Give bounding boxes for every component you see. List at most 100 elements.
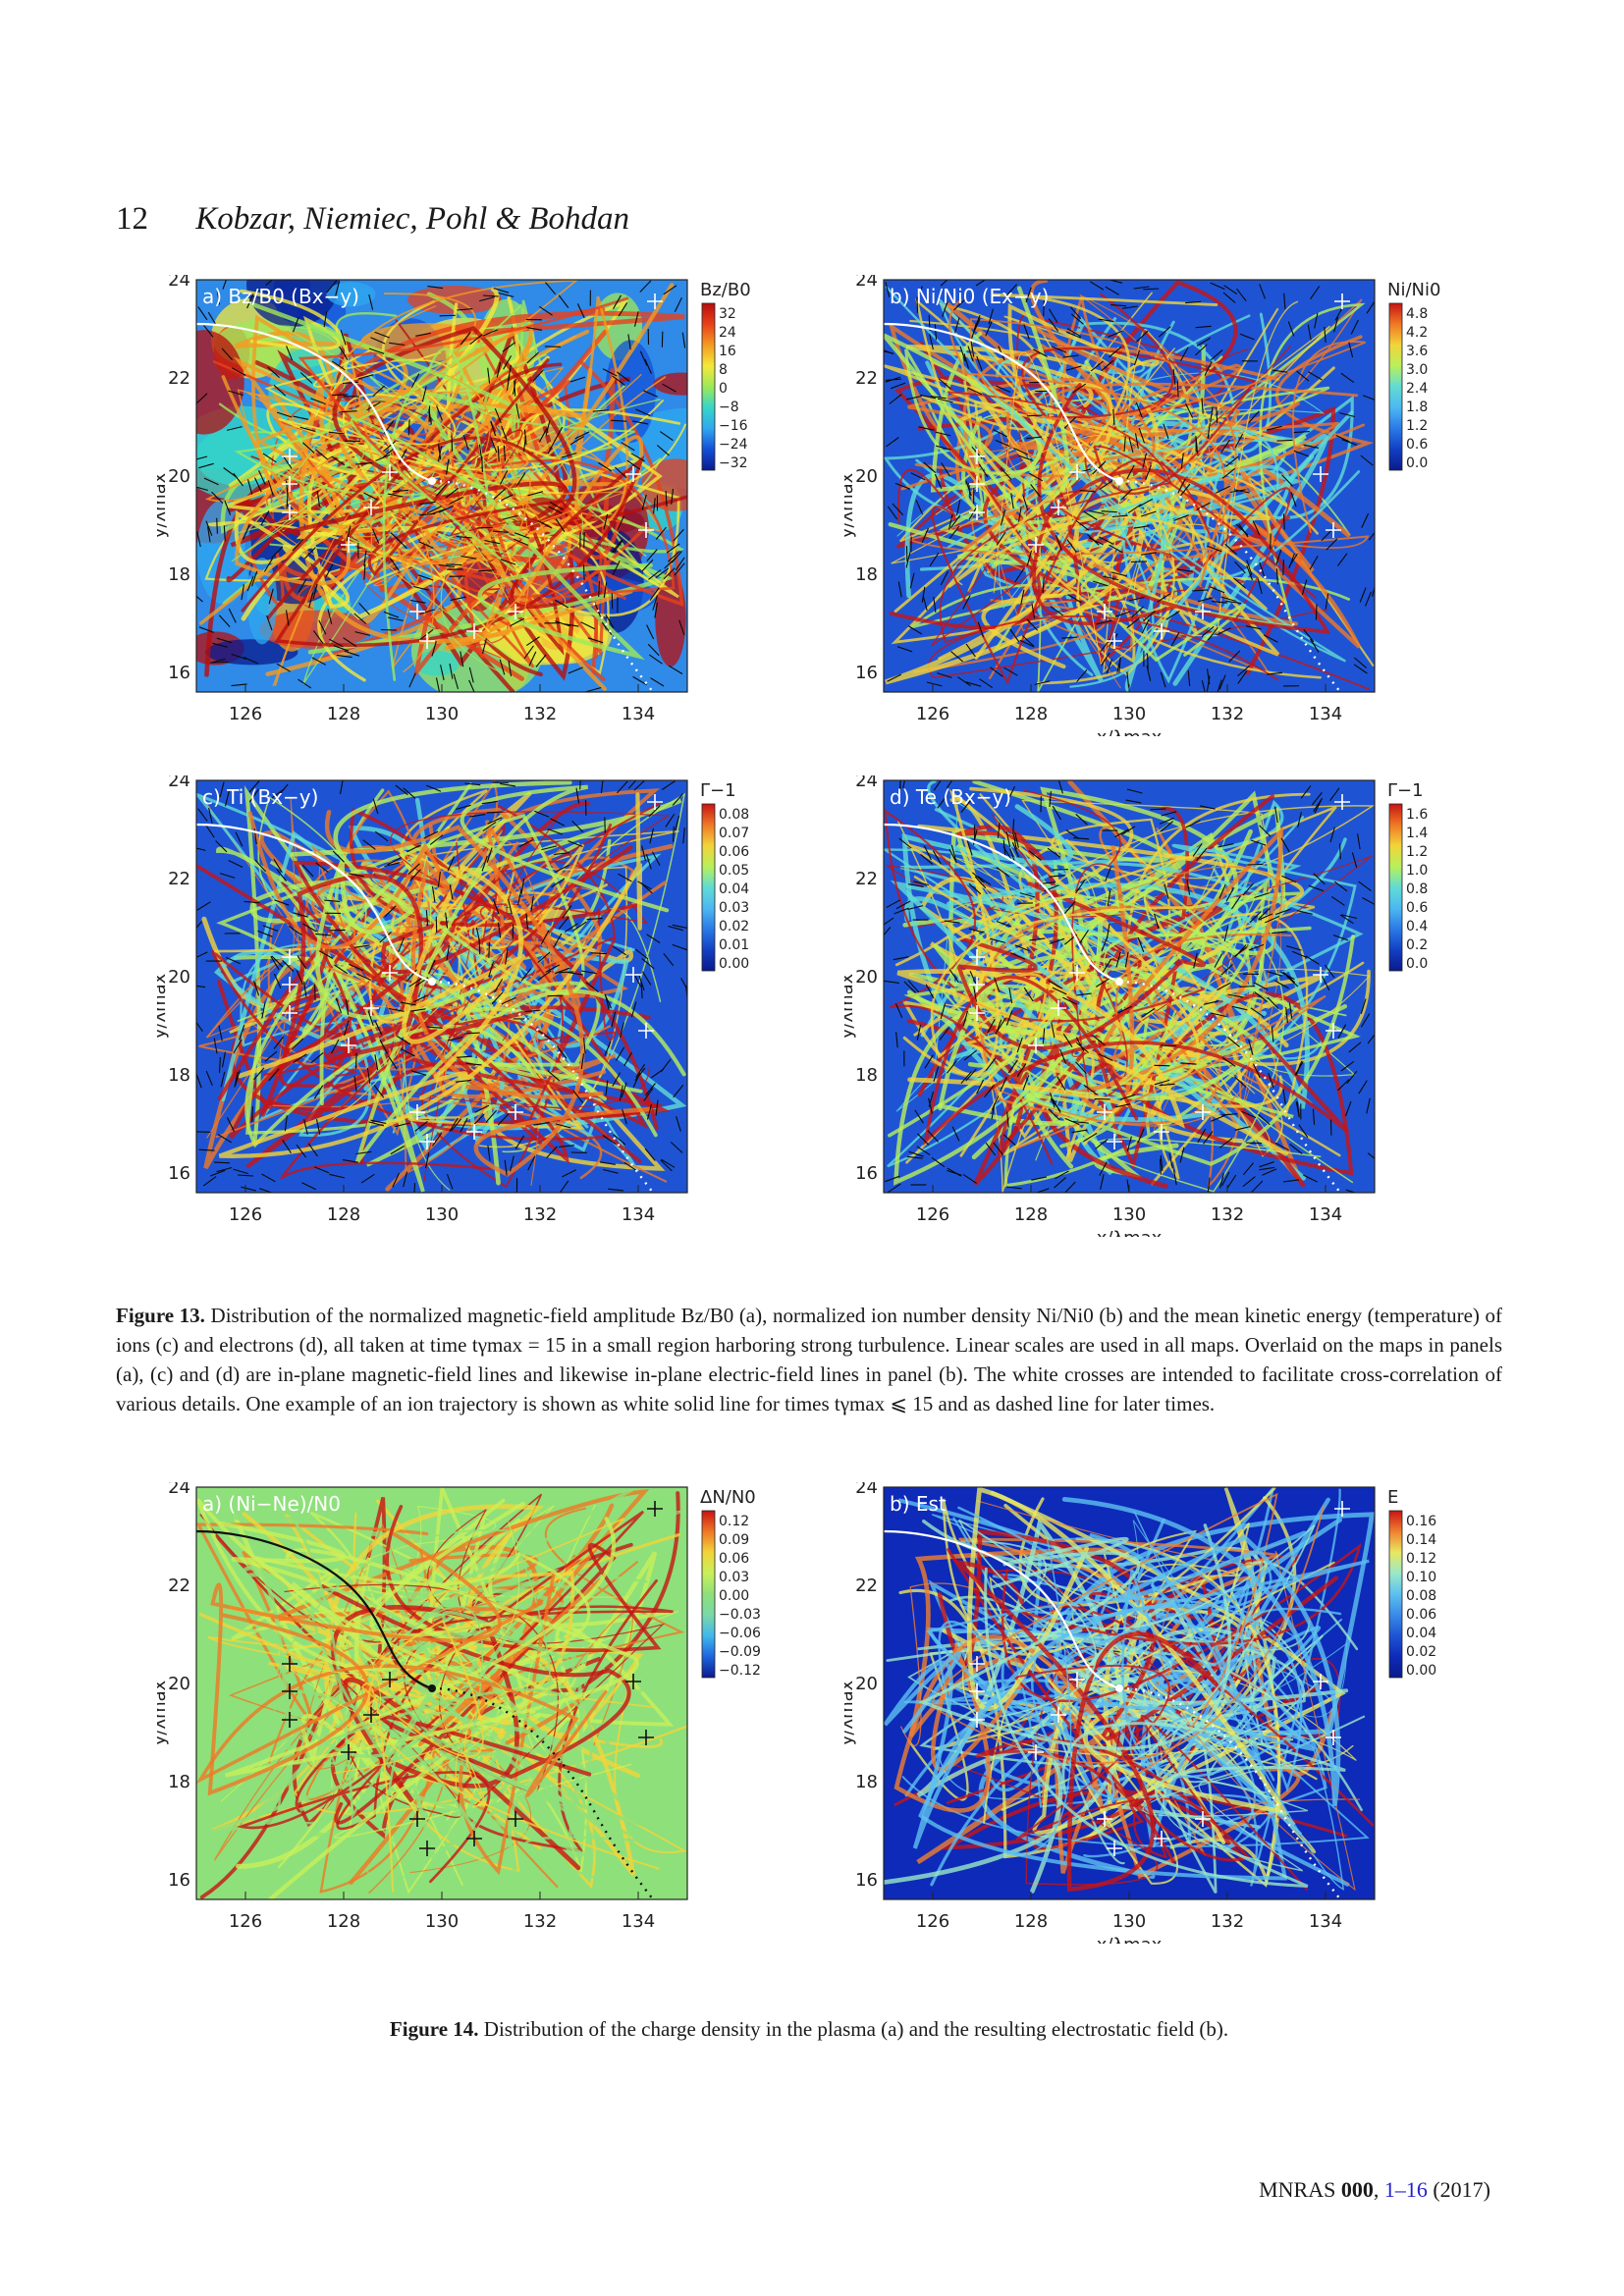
ion-trajectory-solid [884, 1529, 1120, 1690]
colorbar [1388, 302, 1403, 471]
reference-cross [1069, 1672, 1085, 1687]
ion-trajectory-solid [196, 823, 433, 984]
reference-cross [419, 633, 435, 649]
reference-cross [508, 1104, 523, 1120]
y-tick-label: 18 [168, 1065, 190, 1086]
y-tick-label: 20 [855, 466, 878, 487]
figure13-panel-c: c) Ti (Bx−y) 126 128 130 132 134 24 22 20 18 16 y/λ… [157, 775, 785, 1237]
reference-cross [1028, 1038, 1044, 1053]
y-axis-label: y/λmax [157, 1680, 170, 1745]
ion-trajectory-solid [196, 322, 433, 483]
y-tick-label: 24 [855, 1482, 878, 1498]
journal-year: (2017) [1433, 2177, 1490, 2202]
reference-cross [1028, 537, 1044, 553]
panel-label: a) (Ni−Ne)/N0 [202, 1492, 341, 1516]
reference-cross [382, 1672, 398, 1687]
x-tick-label: 126 [916, 1911, 949, 1932]
colorbar-title: ΔN/N0 [700, 1487, 756, 1508]
page-range-link[interactable]: 1–16 [1383, 2177, 1428, 2202]
panel-label: b) Est [890, 1492, 947, 1516]
x-tick-label: 134 [1309, 1204, 1342, 1225]
figure-panel-svg: b) Ni/Ni0 (Ex−y) 126 128 130 132 134 24 22 20 18 1… [844, 275, 1440, 736]
colorbar [701, 302, 716, 471]
y-tick-label: 18 [855, 564, 878, 585]
colorbar-tick-label: 4.8 [1406, 306, 1428, 322]
colorbar-tick-label: 0.07 [719, 826, 749, 841]
colorbar-tick-label: 1.4 [1406, 826, 1428, 841]
reference-cross [1097, 1104, 1112, 1120]
reference-cross [1069, 965, 1085, 981]
figure13-panel-a: a) Bz/B0 (Bx−y) 126 128 130 132 134 24 22 20 18 16… [157, 275, 785, 736]
colorbar-tick-label: 1.8 [1406, 400, 1428, 415]
reference-cross [508, 604, 523, 619]
colorbar-tick-label: 16 [719, 344, 736, 359]
reference-cross [1154, 1124, 1169, 1140]
reference-cross [638, 1023, 654, 1039]
author-list: Kobzar, Niemiec, Pohl & Bohdan [195, 201, 630, 237]
colorbar [1388, 803, 1403, 972]
x-tick-label: 128 [1014, 1911, 1048, 1932]
reference-cross [1334, 794, 1350, 810]
y-tick-label: 24 [168, 275, 190, 291]
colorbar-tick-label: 2.4 [1406, 381, 1428, 397]
reference-cross [647, 1501, 663, 1517]
x-tick-label: 126 [916, 704, 949, 724]
colorbar-tick-label: 0.00 [719, 1588, 749, 1604]
y-tick-label: 18 [168, 564, 190, 585]
figure-panel-svg: d) Te (Bx−y) 126 128 130 132 134 24 22 20 18 16 x/λ… [844, 775, 1428, 1237]
x-tick-label: 130 [425, 1911, 459, 1932]
reference-cross [1326, 1023, 1341, 1039]
reference-cross [1334, 294, 1350, 309]
reference-cross [969, 949, 985, 965]
colorbar-tick-label: 0.0 [1406, 455, 1428, 471]
reference-cross [466, 623, 482, 639]
reference-cross [1028, 1744, 1044, 1760]
x-tick-label: 132 [1211, 704, 1244, 724]
heatmap-field [884, 280, 1375, 692]
y-tick-label: 24 [168, 1482, 190, 1498]
colorbar-tick-label: −0.12 [719, 1663, 761, 1679]
figure13-panel-b: b) Ni/Ni0 (Ex−y) 126 128 130 132 134 24 22 20 18 1… [844, 275, 1473, 736]
x-tick-label: 130 [425, 704, 459, 724]
y-tick-label: 24 [168, 775, 190, 791]
reference-cross [1154, 623, 1169, 639]
colorbar-tick-label: 3.0 [1406, 362, 1428, 378]
colorbar-tick-label: 4.2 [1406, 325, 1428, 341]
reference-cross [409, 604, 425, 619]
figure14-panel-a: a) (Ni−Ne)/N0 126 128 130 132 134 24 22 20 18 16 y/… [157, 1482, 785, 1944]
y-axis-label: y/λmax [157, 472, 170, 538]
colorbar-tick-label: 0.0 [1406, 956, 1428, 972]
x-tick-label: 134 [1309, 704, 1342, 724]
reference-cross [282, 476, 298, 492]
y-tick-label: 22 [855, 869, 878, 889]
colorbar-tick-label: −0.09 [719, 1644, 761, 1660]
colorbar-tick-label: 0.08 [1406, 1588, 1436, 1604]
y-tick-label: 18 [168, 1772, 190, 1792]
reference-cross [1154, 1831, 1169, 1846]
reference-cross [282, 1712, 298, 1728]
reference-cross [638, 522, 654, 538]
figure13-caption-label: Figure 13. [116, 1304, 205, 1327]
reference-cross [969, 505, 985, 520]
x-tick-label: 126 [229, 704, 262, 724]
y-tick-label: 20 [168, 466, 190, 487]
reference-cross [1051, 1707, 1066, 1723]
y-tick-label: 16 [168, 663, 190, 683]
colorbar-tick-label: 0.12 [719, 1514, 749, 1529]
colorbar-tick-label: 3.6 [1406, 344, 1428, 359]
ion-trajectory-solid [884, 322, 1120, 483]
reference-cross [1195, 1104, 1211, 1120]
reference-cross [341, 1744, 356, 1760]
colorbar-tick-label: −32 [719, 455, 748, 471]
x-tick-label: 126 [229, 1204, 262, 1225]
reference-cross [1051, 500, 1066, 515]
reference-cross [466, 1831, 482, 1846]
y-tick-label: 16 [855, 1163, 878, 1184]
reference-cross [282, 1656, 298, 1672]
colorbar-tick-label: 1.2 [1406, 418, 1428, 434]
y-tick-label: 24 [855, 275, 878, 291]
x-axis-label: x/λmax [1097, 1935, 1163, 1944]
colorbar-tick-label: 0.6 [1406, 900, 1428, 916]
colorbar-tick-label: 32 [719, 306, 736, 322]
reference-cross [282, 977, 298, 992]
